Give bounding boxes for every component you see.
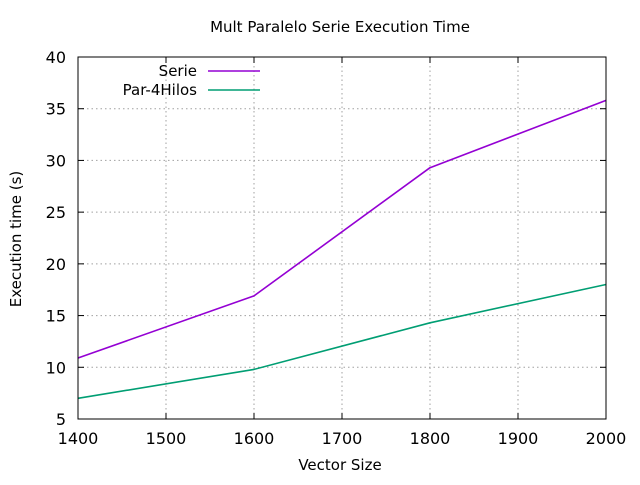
- y-tick-label: 15: [46, 307, 66, 326]
- x-tick-label: 2000: [586, 429, 627, 448]
- legend-label: Par-4Hilos: [123, 81, 198, 99]
- y-tick-label: 30: [46, 151, 66, 170]
- axis-ticks: [77, 56, 607, 420]
- y-tick-label: 40: [46, 48, 66, 67]
- series-line-2: [77, 283, 607, 400]
- y-tick-label: 20: [46, 255, 66, 274]
- x-tick-label: 1800: [410, 429, 451, 448]
- x-tick-label: 1400: [58, 429, 99, 448]
- y-tick-label: 5: [56, 410, 66, 429]
- series-layer: [77, 99, 607, 400]
- grid-lines: [78, 57, 606, 419]
- tick-labels: 1400 1500 1600 1700 1800 1900 2000 5 10 15 20 25 30 3…: [46, 48, 627, 448]
- series-line-1: [77, 99, 607, 359]
- legend-label: Serie: [159, 62, 197, 80]
- x-tick-label: 1500: [146, 429, 187, 448]
- x-tick-label: 1900: [498, 429, 539, 448]
- chart-title: Mult Paralelo Serie Execution Time: [210, 18, 470, 36]
- y-axis-title: Execution time (s): [7, 171, 25, 308]
- y-tick-label: 10: [46, 358, 66, 377]
- x-tick-label: 1700: [322, 429, 363, 448]
- y-tick-label: 25: [46, 203, 66, 222]
- x-axis-title: Vector Size: [298, 456, 381, 474]
- y-tick-label: 35: [46, 100, 66, 119]
- x-tick-label: 1600: [234, 429, 275, 448]
